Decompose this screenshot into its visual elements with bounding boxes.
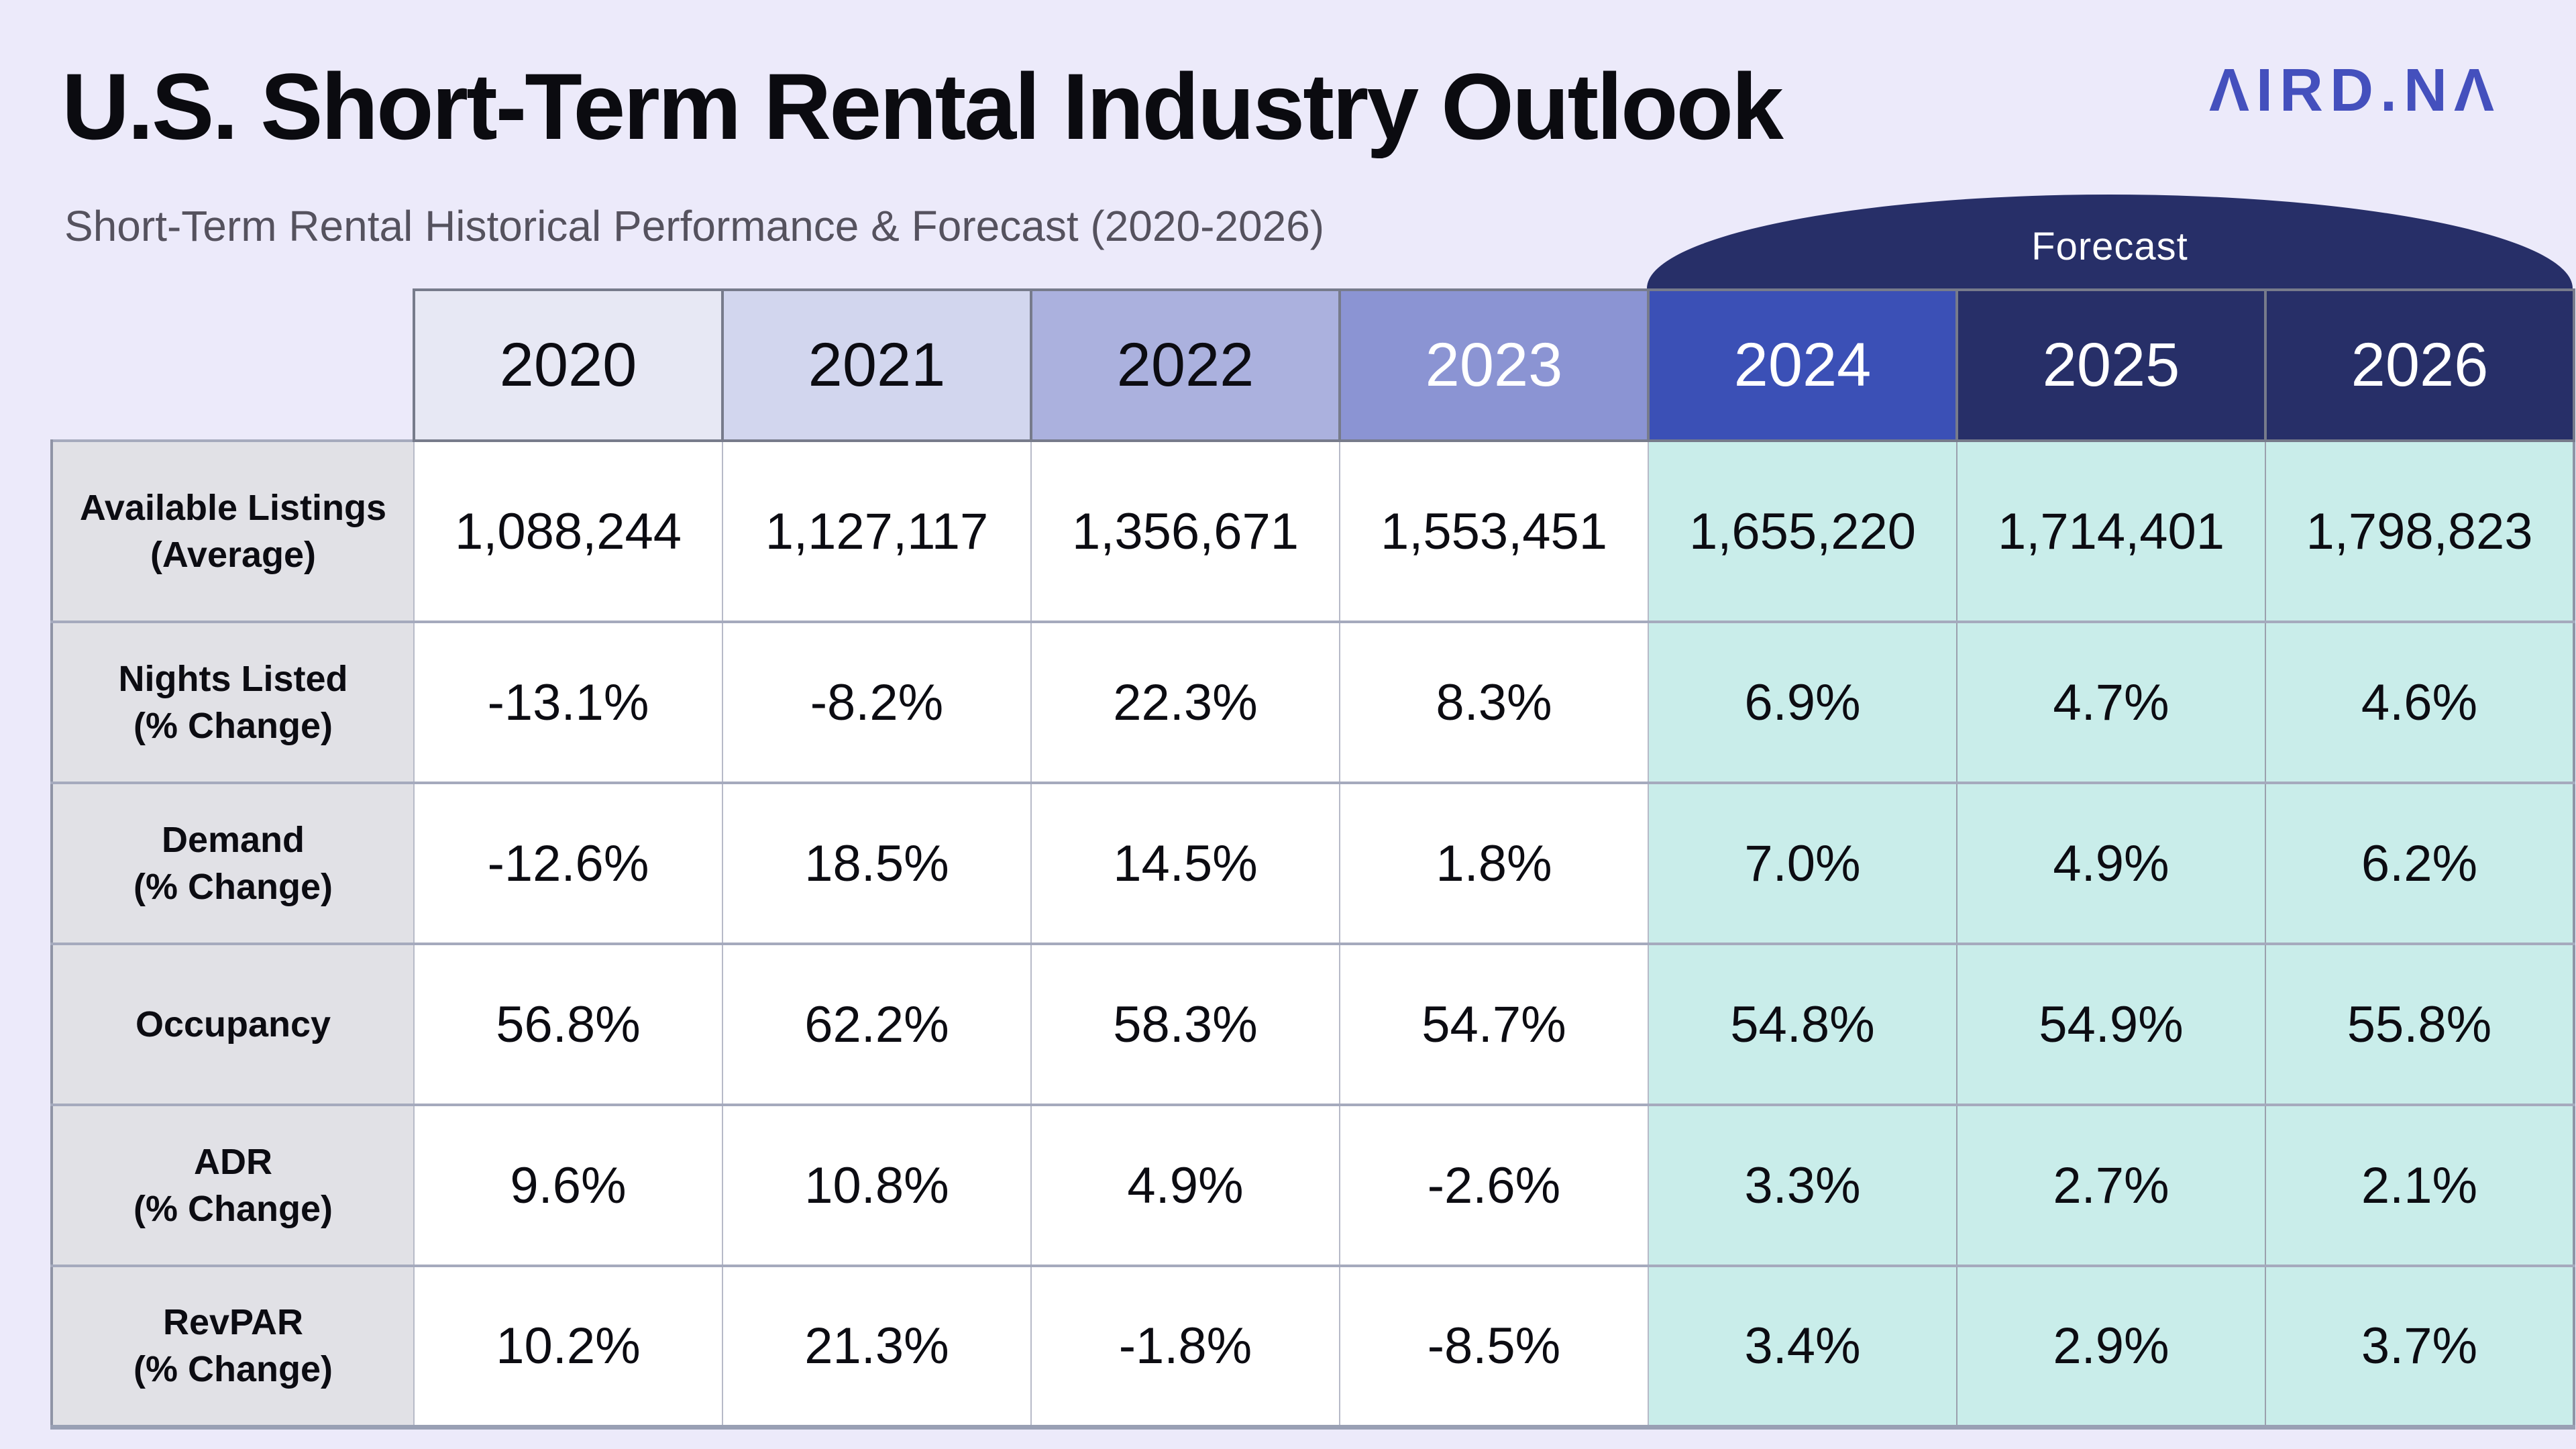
value-cell: 1,356,671: [1030, 439, 1340, 623]
airdna-logo: ΛIRD.NΛ: [2208, 57, 2501, 124]
forecast-value-cell: 3.7%: [2265, 1265, 2575, 1430]
value-cell: -2.6%: [1339, 1104, 1649, 1267]
forecast-value-cell: 1,655,220: [1648, 439, 1957, 623]
forecast-value-cell: 6.9%: [1648, 621, 1957, 784]
forecast-value-cell: 6.2%: [2265, 782, 2575, 945]
table-row-available-listings: Available Listings (Average) 1,088,244 1…: [50, 439, 2575, 623]
value-cell: 8.3%: [1339, 621, 1649, 784]
value-cell: 62.2%: [722, 943, 1032, 1106]
year-header-2025: 2025: [1955, 288, 2267, 442]
row-label-demand: Demand (% Change): [50, 782, 415, 945]
table-row-demand: Demand (% Change) -12.6% 18.5% 14.5% 1.8…: [50, 782, 2575, 945]
year-header-row: 2020 2021 2022 2023 2024 2025 2026: [52, 288, 2575, 442]
row-label-line1: Demand: [161, 819, 305, 860]
forecast-value-cell: 1,714,401: [1956, 439, 2266, 623]
value-cell: 1,553,451: [1339, 439, 1649, 623]
forecast-value-cell: 3.4%: [1648, 1265, 1957, 1430]
value-cell: 1,127,117: [722, 439, 1032, 623]
table-row-revpar: RevPAR (% Change) 10.2% 21.3% -1.8% -8.5…: [50, 1265, 2575, 1430]
forecast-value-cell: 3.3%: [1648, 1104, 1957, 1267]
forecast-value-cell: 2.1%: [2265, 1104, 2575, 1267]
row-label-line1: Nights Listed: [118, 658, 348, 699]
value-cell: -8.2%: [722, 621, 1032, 784]
value-cell: 21.3%: [722, 1265, 1032, 1430]
value-cell: 22.3%: [1030, 621, 1340, 784]
corner-spacer: [52, 290, 414, 441]
value-cell: 58.3%: [1030, 943, 1340, 1106]
page-title: U.S. Short-Term Rental Industry Outlook: [62, 54, 1784, 159]
year-header-2021: 2021: [721, 288, 1032, 442]
forecast-value-cell: 2.9%: [1956, 1265, 2266, 1430]
row-label-line1: RevPAR: [162, 1302, 304, 1343]
value-cell: 4.9%: [1030, 1104, 1340, 1267]
row-label-line2: (% Change): [133, 1349, 333, 1390]
row-label-line1: Available Listings: [79, 487, 387, 528]
forecast-value-cell: 4.9%: [1956, 782, 2266, 945]
forecast-value-cell: 1,798,823: [2265, 439, 2575, 623]
forecast-value-cell: 4.6%: [2265, 621, 2575, 784]
row-label-line2: (% Change): [133, 1189, 333, 1229]
value-cell: 1,088,244: [413, 439, 723, 623]
forecast-banner: Forecast: [1647, 195, 2573, 288]
forecast-value-cell: 2.7%: [1956, 1104, 2266, 1267]
forecast-value-cell: 54.8%: [1648, 943, 1957, 1106]
row-label-adr: ADR (% Change): [50, 1104, 415, 1267]
value-cell: 1.8%: [1339, 782, 1649, 945]
year-header-2022: 2022: [1030, 288, 1341, 442]
row-label-nights-listed: Nights Listed (% Change): [50, 621, 415, 784]
row-label-line2: (Average): [150, 535, 317, 575]
forecast-value-cell: 55.8%: [2265, 943, 2575, 1106]
row-label-occupancy: Occupancy: [50, 943, 415, 1106]
outlook-table: 2020 2021 2022 2023 2024 2025 2026 Avail…: [50, 288, 2575, 1430]
row-label-line1: ADR: [194, 1141, 272, 1182]
year-header-2023: 2023: [1338, 288, 1650, 442]
value-cell: -13.1%: [413, 621, 723, 784]
value-cell: 54.7%: [1339, 943, 1649, 1106]
row-label-line1: Occupancy: [135, 1004, 331, 1044]
table-row-adr: ADR (% Change) 9.6% 10.8% 4.9% -2.6% 3.3…: [50, 1104, 2575, 1267]
year-header-2024: 2024: [1647, 288, 1958, 442]
page-subtitle: Short-Term Rental Historical Performance…: [64, 202, 1325, 250]
table-row-nights-listed: Nights Listed (% Change) -13.1% -8.2% 22…: [50, 621, 2575, 784]
value-cell: -8.5%: [1339, 1265, 1649, 1430]
value-cell: -1.8%: [1030, 1265, 1340, 1430]
value-cell: 56.8%: [413, 943, 723, 1106]
row-label-revpar: RevPAR (% Change): [50, 1265, 415, 1430]
forecast-banner-label: Forecast: [2031, 224, 2188, 268]
year-header-2026: 2026: [2264, 288, 2575, 442]
table-row-occupancy: Occupancy 56.8% 62.2% 58.3% 54.7% 54.8% …: [50, 943, 2575, 1106]
value-cell: 10.2%: [413, 1265, 723, 1430]
value-cell: 14.5%: [1030, 782, 1340, 945]
forecast-value-cell: 7.0%: [1648, 782, 1957, 945]
forecast-value-cell: 4.7%: [1956, 621, 2266, 784]
row-label-line2: (% Change): [133, 867, 333, 907]
value-cell: 18.5%: [722, 782, 1032, 945]
row-label-line2: (% Change): [133, 706, 333, 746]
value-cell: 9.6%: [413, 1104, 723, 1267]
year-header-2020: 2020: [413, 288, 724, 442]
row-label-available-listings: Available Listings (Average): [50, 439, 415, 623]
value-cell: -12.6%: [413, 782, 723, 945]
forecast-value-cell: 54.9%: [1956, 943, 2266, 1106]
value-cell: 10.8%: [722, 1104, 1032, 1267]
